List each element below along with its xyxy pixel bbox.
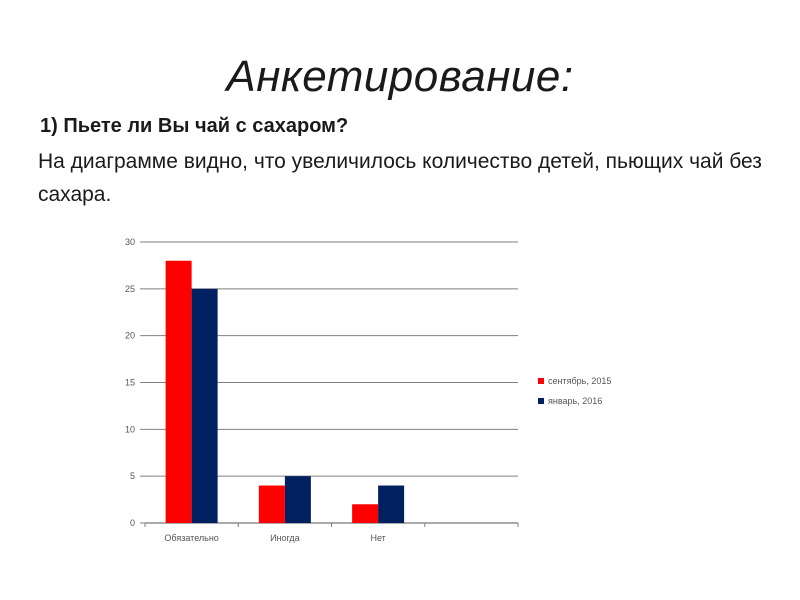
y-tick-label: 25 [125, 284, 135, 294]
y-tick-label: 0 [130, 518, 135, 528]
bar [352, 504, 379, 523]
legend: сентябрь, 2015 январь, 2016 [538, 376, 611, 406]
y-tick-label: 10 [125, 424, 135, 434]
legend-label: январь, 2016 [548, 396, 602, 406]
bars [165, 260, 405, 523]
y-axis-ticks: 0 5 10 15 20 25 30 [125, 237, 135, 528]
y-tick-label: 20 [125, 331, 135, 341]
bar [258, 485, 285, 523]
bar [191, 288, 218, 523]
x-category-label: Нет [370, 533, 385, 543]
chart-description: На диаграмме видно, что увеличилось коли… [38, 150, 762, 206]
legend-label: сентябрь, 2015 [548, 376, 611, 386]
slide-title: Анкетирование: [226, 52, 574, 101]
y-tick-label: 30 [125, 237, 135, 247]
legend-swatch [538, 378, 544, 384]
bar [378, 485, 405, 523]
legend-swatch [538, 398, 544, 404]
x-category-label: Иногда [270, 533, 300, 543]
y-tick-label: 5 [130, 471, 135, 481]
bar [165, 260, 192, 523]
survey-question: 1) Пьете ли Вы чай с сахаром? [40, 115, 349, 137]
x-category-label: Обязательно [164, 533, 218, 543]
x-axis-categories: Обязательно Иногда Нет [164, 533, 385, 543]
bar [284, 476, 311, 523]
y-tick-label: 15 [125, 378, 135, 388]
